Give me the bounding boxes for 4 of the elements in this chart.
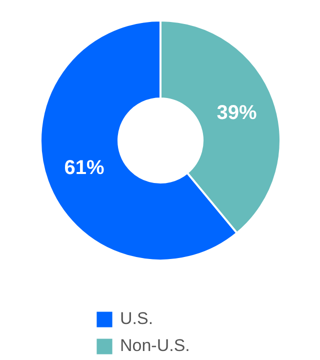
legend-label: U.S. xyxy=(120,309,154,329)
legend-label: Non-U.S. xyxy=(120,336,190,356)
data-label: 61% xyxy=(64,156,105,179)
data-label: 39% xyxy=(216,102,257,124)
